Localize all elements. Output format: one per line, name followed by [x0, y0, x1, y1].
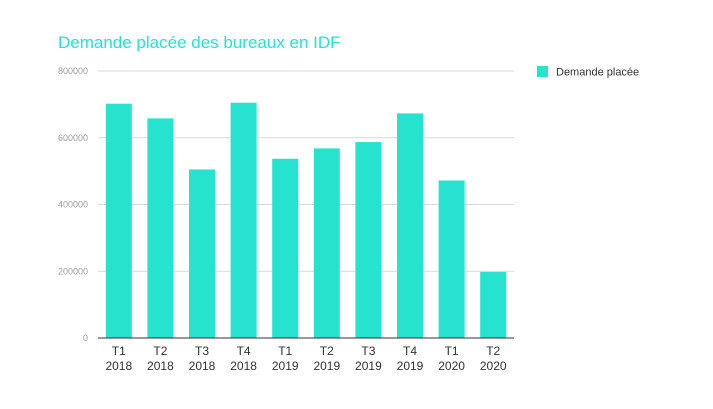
- x-tick-label: T2 2019: [313, 344, 340, 373]
- bar: [313, 148, 340, 338]
- x-tick-label: T3 2018: [189, 344, 216, 373]
- bar: [230, 102, 257, 338]
- x-tick-label: T4 2019: [397, 344, 424, 373]
- y-axis-ticks: 0 200000 400000 600000 800000: [58, 66, 88, 343]
- x-tick-label: T1 2018: [105, 344, 132, 373]
- y-tick-label: 800000: [58, 66, 88, 76]
- bar: [105, 103, 132, 339]
- x-tick-label: T4 2018: [230, 344, 257, 373]
- x-axis-labels: T1 2018 T2 2018 T3 2018 T4 2018 T1 2019 T2 2019 T3 20…: [105, 344, 506, 373]
- y-tick-label: 200000: [58, 266, 88, 276]
- y-tick-label: 600000: [58, 133, 88, 143]
- y-tick-label: 0: [83, 333, 88, 343]
- legend: Demande placée: [537, 66, 639, 79]
- x-tick-label: T2 2018: [147, 344, 174, 373]
- bar: [147, 118, 174, 338]
- bars: [105, 102, 507, 339]
- bar: [480, 271, 507, 338]
- bar: [355, 142, 382, 338]
- bar: [189, 169, 215, 338]
- chart-title: Demande placée des bureaux en IDF: [58, 33, 341, 52]
- y-tick-label: 400000: [58, 200, 88, 210]
- bar: [272, 158, 299, 338]
- x-tick-label: T1 2020: [438, 344, 465, 373]
- x-tick-label: T1 2019: [272, 344, 299, 373]
- x-tick-label: T2 2020: [480, 344, 507, 373]
- legend-swatch: [537, 66, 548, 77]
- bar: [438, 180, 465, 338]
- bar: [397, 113, 423, 338]
- x-tick-label: T3 2019: [355, 344, 382, 373]
- legend-label: Demande placée: [556, 67, 639, 79]
